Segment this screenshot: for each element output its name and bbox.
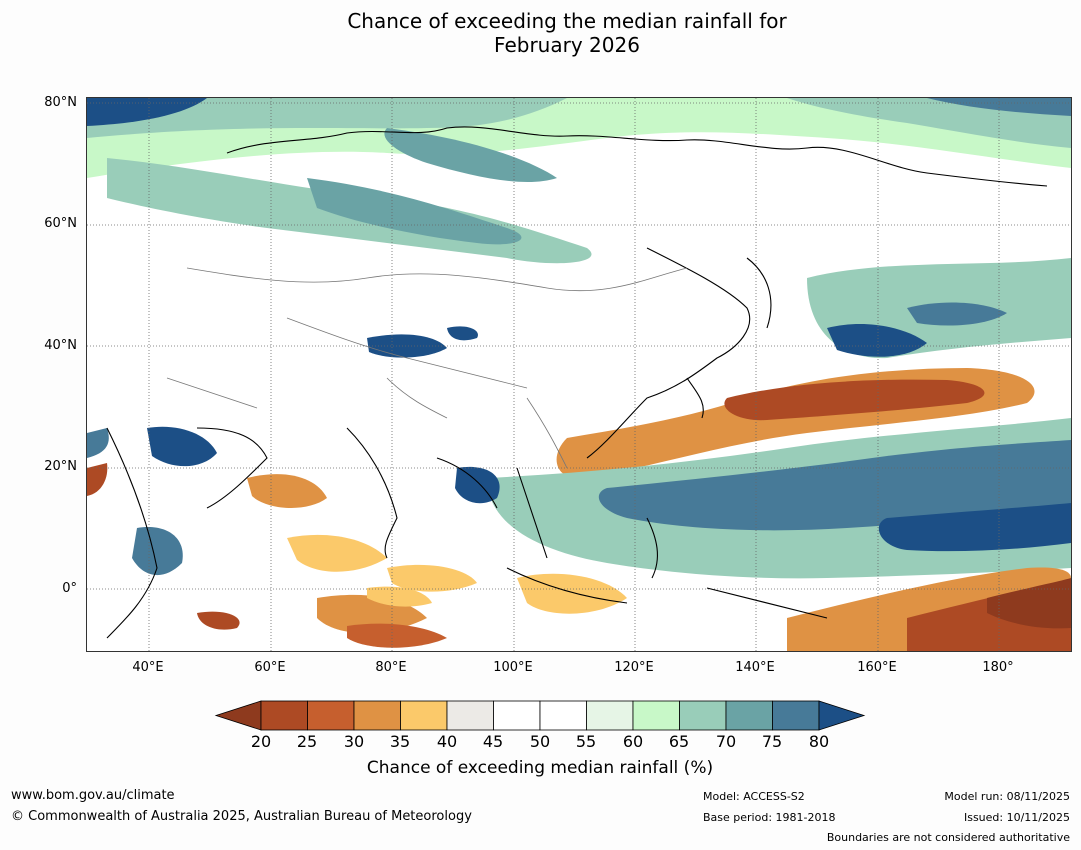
colorbar-tick-55: 55: [575, 732, 597, 751]
colorbar: [214, 700, 866, 731]
lon-label-180: 180°: [982, 660, 1014, 675]
copyright-text: © Commonwealth of Australia 2025, Austra…: [11, 809, 472, 824]
model-run-text: Model run: 08/11/2025: [944, 790, 1070, 803]
colorbar-tick-40: 40: [436, 732, 458, 751]
colorbar-cell: [353, 700, 401, 731]
colorbar-cell: [307, 700, 355, 731]
lon-label-160e: 160°E: [857, 660, 897, 675]
lat-label-20n: 20°N: [44, 459, 77, 474]
colorbar-tick-50: 50: [529, 732, 551, 751]
colorbar-cell: [539, 700, 587, 731]
rainfall-map: [86, 97, 1072, 652]
lon-label-100e: 100°E: [493, 660, 533, 675]
lon-label-120e: 120°E: [614, 660, 654, 675]
website-link[interactable]: www.bom.gov.au/climate: [11, 788, 175, 803]
colorbar-tick-35: 35: [389, 732, 411, 751]
colorbar-cell: [446, 700, 494, 731]
colorbar-tick-70: 70: [715, 732, 737, 751]
colorbar-title: Chance of exceeding median rainfall (%): [366, 758, 714, 778]
lon-label-40e: 40°E: [132, 660, 164, 675]
title-line-1: Chance of exceeding the median rainfall …: [347, 9, 787, 33]
colorbar-tick-25: 25: [296, 732, 318, 751]
colorbar-cell: [632, 700, 680, 731]
colorbar-extend-high: [818, 700, 866, 731]
colorbar-extend-low: [214, 700, 262, 731]
colorbar-tick-75: 75: [761, 732, 783, 751]
lat-label-0: 0°: [62, 581, 77, 596]
colorbar-tick-30: 30: [343, 732, 365, 751]
colorbar-cell: [400, 700, 448, 731]
lat-label-80n: 80°N: [44, 95, 77, 110]
colorbar-cell: [772, 700, 820, 731]
colorbar-cell: [725, 700, 773, 731]
colorbar-tick-80: 80: [808, 732, 830, 751]
colorbar-cell: [493, 700, 541, 731]
colorbar-tick-20: 20: [250, 732, 272, 751]
base-period-text: Base period: 1981-2018: [703, 811, 836, 824]
lon-label-80e: 80°E: [375, 660, 407, 675]
model-text: Model: ACCESS-S2: [703, 790, 805, 803]
lon-label-60e: 60°E: [254, 660, 286, 675]
lat-label-40n: 40°N: [44, 338, 77, 353]
colorbar-cell: [679, 700, 727, 731]
colorbar-cell: [586, 700, 634, 731]
colorbar-tick-65: 65: [668, 732, 690, 751]
colorbar-tick-60: 60: [622, 732, 644, 751]
chart-title: Chance of exceeding the median rainfall …: [0, 9, 1081, 57]
issued-text: Issued: 10/11/2025: [963, 811, 1070, 824]
colorbar-cell: [260, 700, 308, 731]
boundaries-disclaimer: Boundaries are not considered authoritat…: [826, 831, 1070, 844]
lat-label-60n: 60°N: [44, 216, 77, 231]
colorbar-tick-45: 45: [482, 732, 504, 751]
lon-label-140e: 140°E: [735, 660, 775, 675]
title-line-2: February 2026: [494, 33, 640, 57]
map-canvas: [87, 98, 1071, 651]
